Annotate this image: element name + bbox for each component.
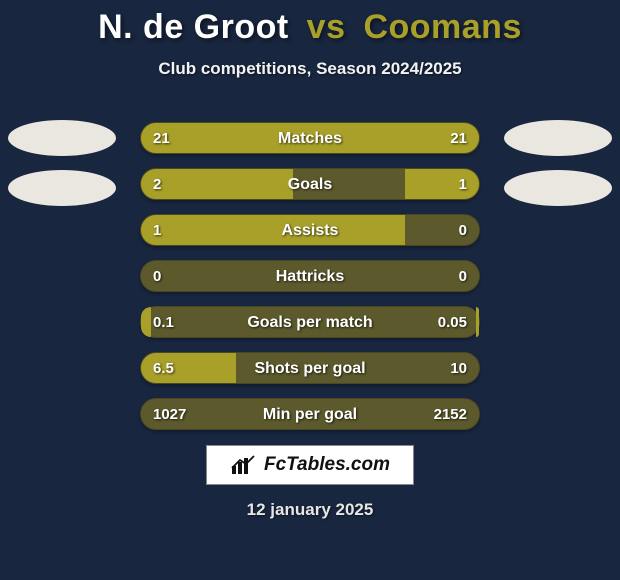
stat-label: Matches [141,123,479,155]
player1-name: N. de Groot [98,8,289,46]
stat-label: Goals per match [141,307,479,339]
player2-portraits [504,120,612,220]
stat-label: Shots per goal [141,353,479,385]
subtitle: Club competitions, Season 2024/2025 [0,59,620,79]
stat-label: Hattricks [141,261,479,293]
player2-portrait-2 [504,170,612,206]
player1-portrait-2 [8,170,116,206]
stat-row: 00Hattricks [140,260,480,292]
player2-portrait-1 [504,120,612,156]
stat-row: 2121Matches [140,122,480,154]
player2-name: Coomans [363,8,521,46]
footer-brand: FcTables.com [264,454,390,476]
comparison-title: N. de Groot vs Coomans [0,0,620,47]
stats-bars: 2121Matches 21Goals 10Assists 00Hattricks 0.… [140,122,480,444]
stat-label: Goals [141,169,479,201]
stat-row: 10272152Min per goal [140,398,480,430]
footer-badge: FcTables.com [206,445,414,485]
stat-row: 21Goals [140,168,480,200]
player1-portraits [8,120,116,220]
stat-label: Assists [141,215,479,247]
stat-label: Min per goal [141,399,479,431]
date-label: 12 january 2025 [0,500,620,520]
vs-text: vs [307,8,346,46]
chart-icon [230,454,258,476]
player1-portrait-1 [8,120,116,156]
stat-row: 0.10.05Goals per match [140,306,480,338]
stat-row: 10Assists [140,214,480,246]
stat-row: 6.510Shots per goal [140,352,480,384]
